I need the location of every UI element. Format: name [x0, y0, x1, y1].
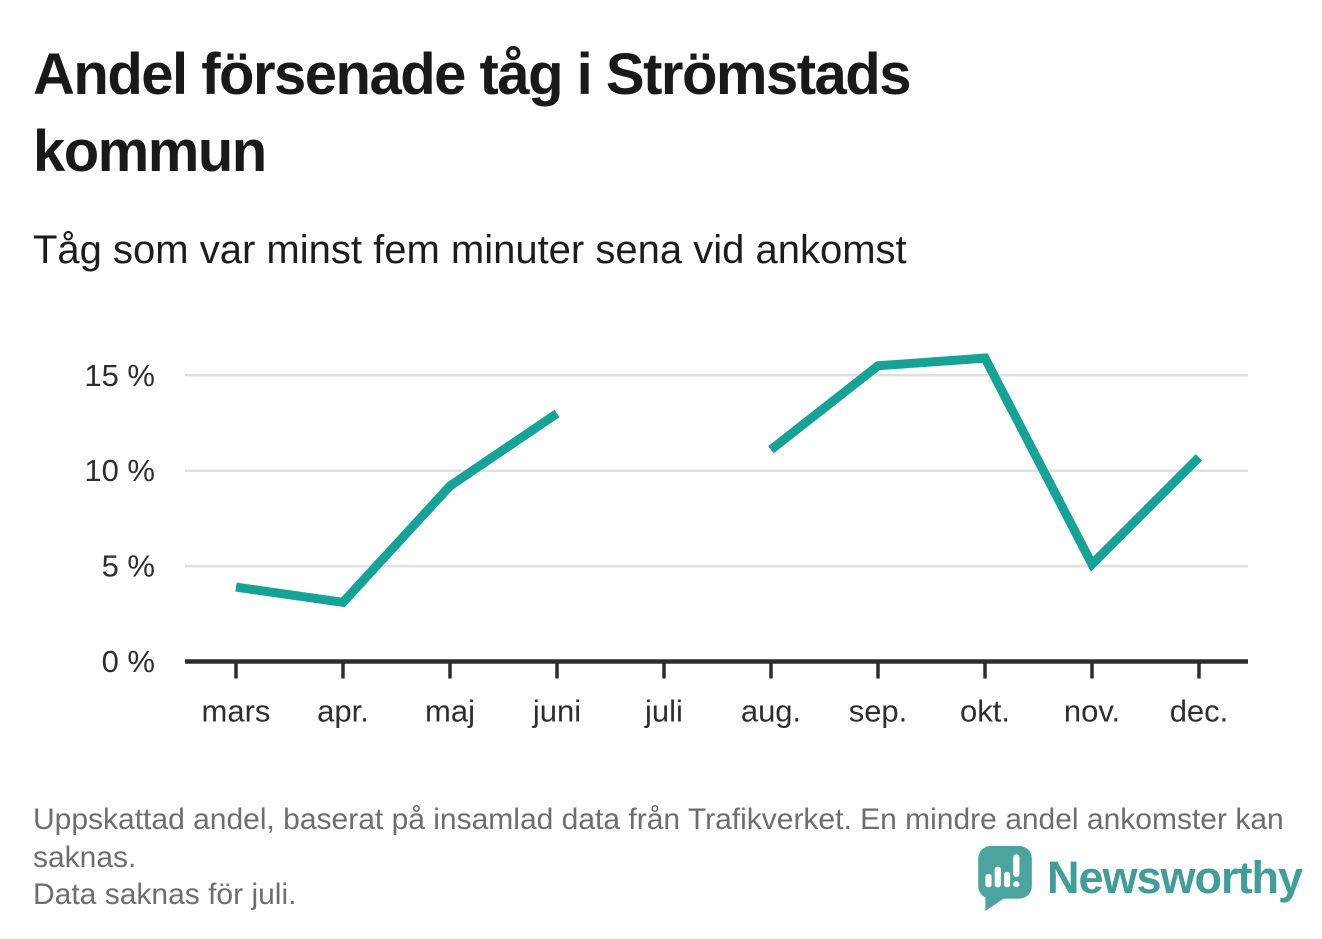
x-tick-label: apr. [317, 694, 369, 729]
newsworthy-logo: Newsworthy [976, 845, 1303, 911]
y-tick-label: 5 % [102, 549, 155, 584]
data-line [768, 353, 1203, 572]
x-tick-label: juli [644, 694, 683, 729]
y-tick-label: 10 % [84, 453, 155, 488]
x-tick-label: mars [202, 694, 271, 729]
footnote-source: Uppskattad andel, baserat på insamlad da… [33, 803, 1284, 874]
line-chart: mars apr. maj juni juli aug. sep. okt. nov. dec. 0… [0, 320, 1322, 750]
x-tick-label: nov. [1064, 694, 1120, 729]
chart-subtitle: Tåg som var minst fem minuter sena vid a… [33, 228, 907, 272]
x-tick-label: okt. [960, 694, 1010, 729]
y-tick-label: 15 % [84, 358, 155, 393]
footnote-missing-data: Data saknas för juli. [33, 878, 297, 911]
x-tick-label: dec. [1170, 694, 1229, 729]
newsworthy-wordmark: Newsworthy [1047, 852, 1303, 903]
data-line [235, 409, 560, 608]
y-tick-label: 0 % [102, 644, 155, 679]
line-chart-canvas: mars apr. maj juni juli aug. sep. okt. nov. dec. 0… [84, 353, 1248, 729]
x-tick-label: sep. [849, 694, 908, 729]
newsworthy-pin-bar-chart-icon [976, 845, 1034, 911]
x-tick-label: aug. [741, 694, 801, 729]
page-title: Andel försenade tåg i Strömstads kommun [33, 42, 911, 185]
x-tick-label: juni [532, 694, 581, 729]
x-tick-label: maj [425, 694, 475, 729]
chart-footnotes: Uppskattad andel, baserat på insamlad da… [33, 801, 1295, 914]
